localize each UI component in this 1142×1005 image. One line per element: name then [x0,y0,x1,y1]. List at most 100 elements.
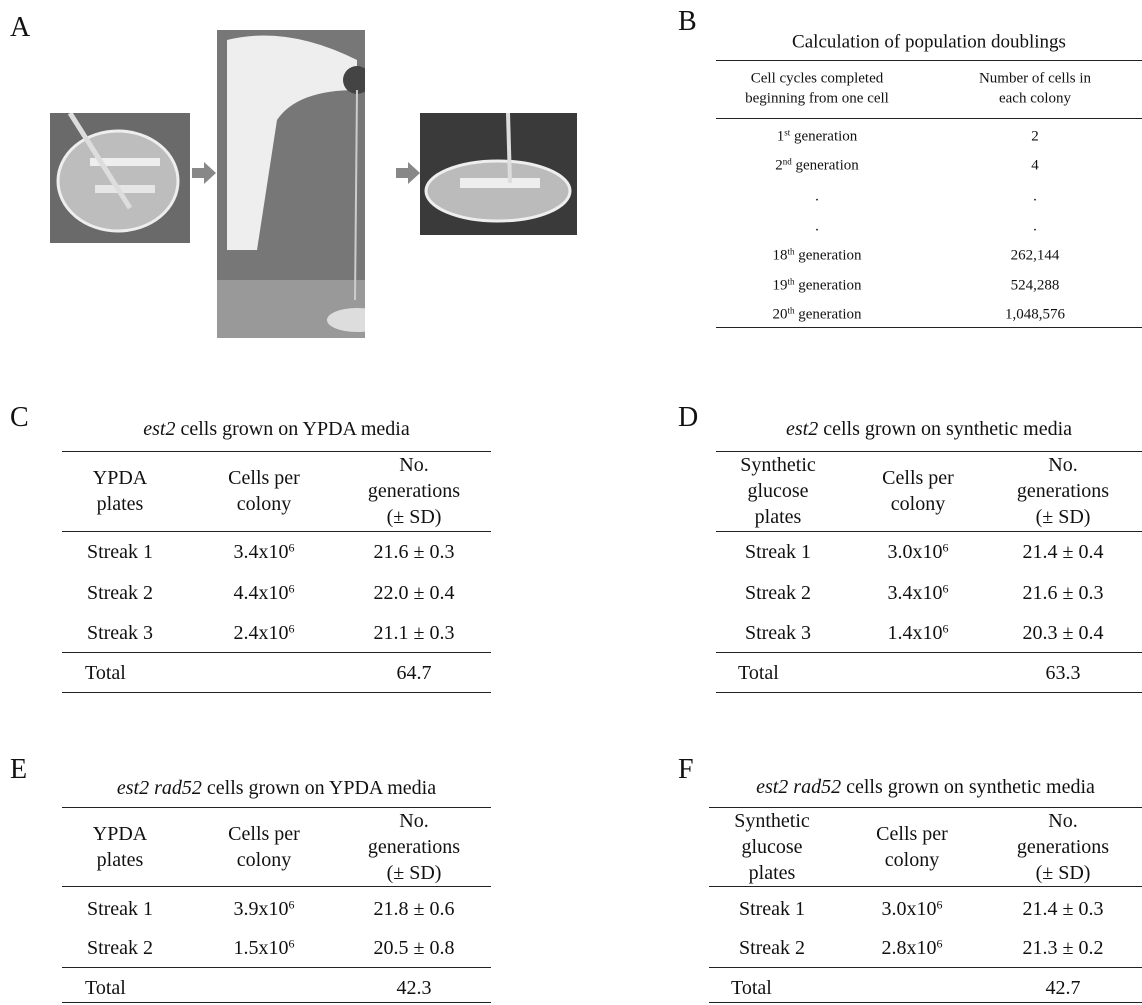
cell-base: 1.5x10 [234,937,289,959]
column-header: No. [399,811,428,831]
column-header: generations [1017,481,1109,501]
column-header: colony [885,850,939,870]
cell-base: 3.0x10 [888,541,943,563]
cell-base: 3.9x10 [234,898,289,920]
column-header: (± SD) [1036,507,1091,527]
table-cell: 262,144 [1011,249,1060,264]
table-rule [709,967,1142,968]
column-header: each colony [999,92,1071,107]
table-cell: 20.5 ± 0.8 [374,938,455,958]
title-text: cells grown on synthetic media [841,776,1095,798]
column-header: YPDA [93,824,147,844]
table-cell: Streak 3 [745,623,811,643]
column-header: beginning from one cell [745,92,889,107]
table-rule [62,652,491,653]
cell-superscript: 6 [943,540,949,554]
table-rule [716,60,1142,61]
table-cell: 1st generation [777,130,858,145]
column-header: generations [368,481,460,501]
table-title: est2 cells grown on YPDA media [143,419,409,439]
table-cell: Streak 1 [87,899,153,919]
table-cell: 1.4x106 [888,623,949,643]
table-rule [62,1002,491,1003]
table-cell: 3.4x106 [888,583,949,603]
cell-superscript: nd [783,157,792,167]
column-header: Cells per [882,468,954,488]
column-header: glucose [747,481,808,501]
column-header: plates [749,863,796,883]
table-cell: 20.3 ± 0.4 [1023,623,1104,643]
table-title: est2 rad52 cells grown on synthetic medi… [756,777,1095,797]
cell-base: 1 [777,129,785,145]
panel-label: D [678,404,698,432]
total-label: Total [738,663,779,683]
table-cell: 20th generation [772,308,861,323]
table-rule [62,692,491,693]
total-value: 42.7 [1046,978,1081,998]
table-rule [709,886,1142,887]
photo-pipette [217,30,365,338]
cell-superscript: th [787,306,794,316]
cell-text: generation [792,158,859,174]
photo-plate-streak [50,113,190,243]
table-rule [716,118,1142,119]
table-cell: 2.8x106 [882,938,943,958]
table-cell: . [815,190,819,205]
cell-base: 18 [772,248,787,264]
figure: ABCalculation of population doublingsCel… [0,0,1142,1005]
table-cell: Streak 2 [745,583,811,603]
column-header: generations [368,837,460,857]
table-cell: 21.4 ± 0.4 [1023,542,1104,562]
title-gene: est2 rad52 [117,777,202,799]
table-rule [716,531,1142,532]
panel-label: F [678,756,694,784]
column-header: glucose [741,837,802,857]
cell-base: 20 [772,307,787,323]
table-cell: 1,048,576 [1005,308,1065,323]
cell-superscript: 6 [289,897,295,911]
column-header: Synthetic [734,811,810,831]
title-gene: est2 rad52 [756,776,841,798]
column-header: No. [1048,811,1077,831]
column-header: YPDA [93,468,147,488]
column-header: plates [97,850,144,870]
table-cell: 21.6 ± 0.3 [1023,583,1104,603]
column-header: (± SD) [387,863,442,883]
table-cell: 3.0x106 [888,542,949,562]
table-rule [709,1002,1142,1003]
table-rule [62,451,491,452]
table-cell: 3.4x106 [234,542,295,562]
photo-art [50,113,190,243]
cell-base: 2.8x10 [882,937,937,959]
title-gene: est2 [786,418,818,440]
total-value: 63.3 [1046,663,1081,683]
panel-label: B [678,8,697,36]
table-rule [62,531,491,532]
table-cell: 22.0 ± 0.4 [374,583,455,603]
cell-superscript: 6 [289,621,295,635]
table-cell: 2 [1031,130,1039,145]
table-title: Calculation of population doublings [792,33,1066,52]
table-rule [716,692,1142,693]
cell-text: generation [794,278,861,294]
column-header: (± SD) [1036,863,1091,883]
column-header: Synthetic [740,455,816,475]
table-cell: 3.0x106 [882,899,943,919]
table-cell: . [1033,190,1037,205]
cell-superscript: th [787,247,794,257]
column-header: colony [237,494,291,514]
cell-base: 3.0x10 [882,898,937,920]
table-cell: 2.4x106 [234,623,295,643]
table-rule [62,967,491,968]
column-header: generations [1017,837,1109,857]
table-cell: 3.9x106 [234,899,295,919]
table-cell: 524,288 [1011,279,1060,294]
total-label: Total [85,663,126,683]
column-header: Number of cells in [979,72,1091,87]
table-rule [716,327,1142,328]
cell-base: 3.4x10 [234,541,289,563]
title-text: cells grown on synthetic media [818,418,1072,440]
table-title: est2 rad52 cells grown on YPDA media [117,778,436,798]
column-header: No. [399,455,428,475]
table-title: est2 cells grown on synthetic media [786,419,1072,439]
